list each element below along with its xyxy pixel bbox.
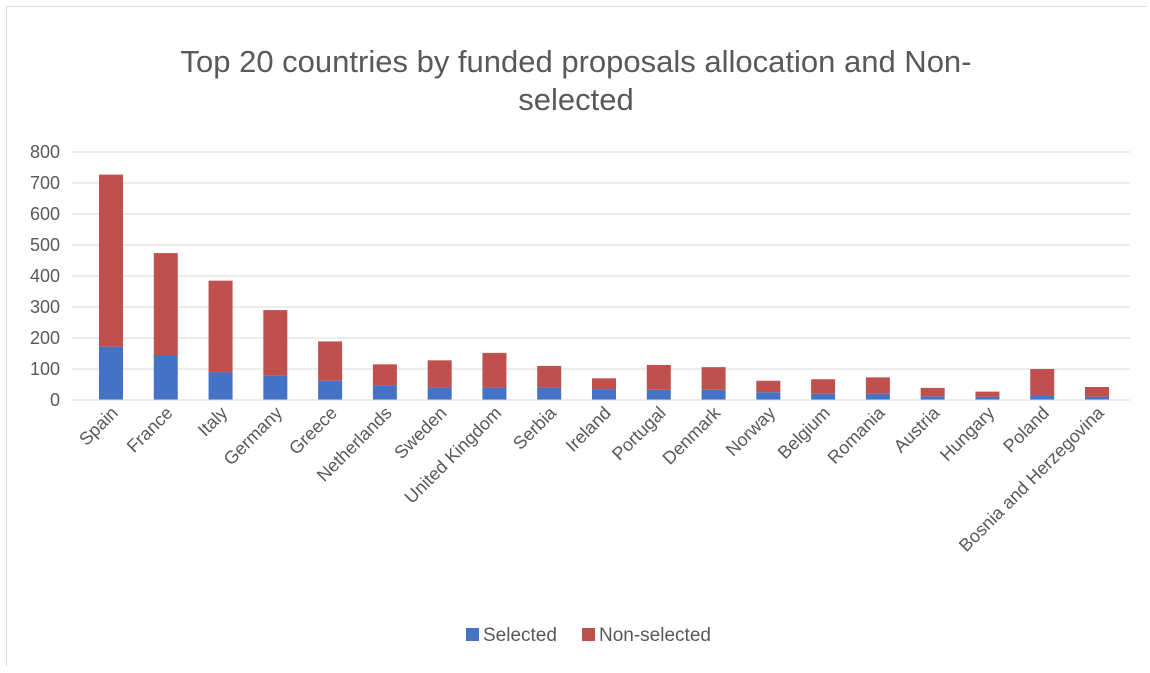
- y-tick-label: 100: [30, 359, 60, 379]
- bar-non-selected: [920, 387, 945, 397]
- x-category-label: Austria: [890, 402, 944, 456]
- bar-non-selected: [975, 391, 1000, 397]
- bar-selected: [920, 396, 945, 400]
- bar-selected: [482, 387, 507, 400]
- bar-non-selected: [592, 378, 616, 390]
- x-axis-category-labels: Spain France ItalyGermanyGreeceNetherlands…: [75, 402, 1108, 556]
- bar-selected: [208, 372, 233, 400]
- legend-label: Selected: [483, 625, 557, 646]
- y-tick-label: 800: [30, 142, 60, 162]
- bar-selected: [1030, 395, 1055, 400]
- y-tick-label: 300: [30, 297, 60, 317]
- bar-selected: [318, 380, 343, 400]
- legend-swatch: [582, 628, 595, 641]
- bar-selected: [263, 375, 288, 400]
- x-category-label: Hungary: [936, 403, 998, 465]
- y-tick-label: 500: [30, 235, 60, 255]
- x-category-label: Serbia: [509, 402, 561, 454]
- bar-selected: [756, 392, 781, 400]
- x-category-label: Denmark: [659, 402, 725, 468]
- bar-non-selected: [811, 379, 836, 394]
- chart-frame: [6, 6, 1146, 666]
- chart-title-line-2: selected: [518, 82, 633, 117]
- bar-selected: [427, 387, 452, 400]
- bar-selected: [701, 389, 726, 400]
- x-category-label: Romania: [824, 402, 890, 468]
- legend-item-selected[interactable]: Selected: [466, 625, 557, 646]
- x-category-label: Greece: [285, 403, 341, 459]
- bar-non-selected: [372, 364, 397, 386]
- y-axis-ticks: 0 100 200 300 400 500 600 700 800: [30, 142, 60, 410]
- bars: [99, 174, 1109, 400]
- chart-title: Top 20 countries by funded proposals all…: [180, 44, 971, 117]
- bar-non-selected: [756, 380, 781, 393]
- x-category-label: Poland: [999, 403, 1053, 457]
- bar-selected: [99, 346, 123, 400]
- legend-swatch: [466, 628, 479, 641]
- bar-selected: [537, 387, 562, 400]
- x-category-label: Ireland: [562, 403, 615, 456]
- bar-non-selected: [1085, 386, 1109, 397]
- y-tick-label: 700: [30, 173, 60, 193]
- bar-selected: [592, 389, 616, 400]
- bar-non-selected: [537, 365, 562, 388]
- x-category-label: Norway: [722, 403, 779, 460]
- bar-non-selected: [482, 352, 507, 388]
- y-tick-label: 400: [30, 266, 60, 286]
- bar-non-selected: [646, 364, 671, 390]
- bar-non-selected: [1030, 369, 1055, 396]
- bar-non-selected: [427, 360, 452, 388]
- bar-selected: [646, 389, 671, 400]
- gridlines: [72, 151, 1130, 370]
- bar-selected: [372, 385, 397, 400]
- bar-non-selected: [208, 280, 233, 373]
- bar-non-selected: [318, 341, 343, 381]
- legend-label: Non-selected: [599, 625, 711, 646]
- bar-non-selected: [865, 377, 890, 394]
- bar-non-selected: [263, 310, 288, 376]
- bar-selected: [975, 396, 1000, 400]
- bar-non-selected: [153, 253, 178, 356]
- y-tick-label: 200: [30, 328, 60, 348]
- x-category-label: Spain: [75, 403, 122, 450]
- x-category-label: Germany: [220, 403, 286, 469]
- bar-non-selected: [99, 174, 123, 347]
- chart-title-line-1: Top 20 countries by funded proposals all…: [180, 44, 971, 79]
- bar-selected: [1085, 396, 1109, 400]
- y-tick-label: 600: [30, 204, 60, 224]
- bar-selected: [811, 393, 836, 400]
- bar-selected: [153, 355, 178, 400]
- x-category-label: Italy: [194, 403, 231, 440]
- y-tick-label: 0: [50, 390, 60, 410]
- legend[interactable]: Selected Non-selected: [466, 625, 711, 646]
- x-category-label: France: [123, 403, 177, 457]
- bar-non-selected: [701, 367, 726, 390]
- x-category-label: United Kingdom: [401, 403, 506, 508]
- legend-item-non-selected[interactable]: Non-selected: [582, 625, 711, 646]
- bar-selected: [865, 393, 890, 400]
